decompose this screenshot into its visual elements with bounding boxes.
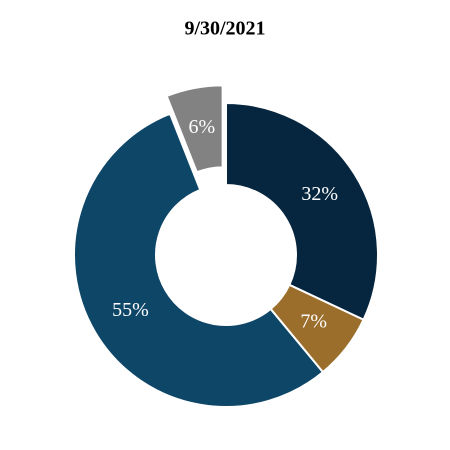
chart-title: 9/30/2021	[184, 18, 265, 40]
data-label: 32%	[301, 183, 338, 205]
slice	[225, 101, 379, 322]
data-label: 6%	[188, 116, 215, 138]
data-label: 55%	[112, 299, 149, 321]
slice	[73, 112, 325, 408]
data-label: 7%	[300, 311, 327, 333]
slice	[165, 84, 224, 174]
